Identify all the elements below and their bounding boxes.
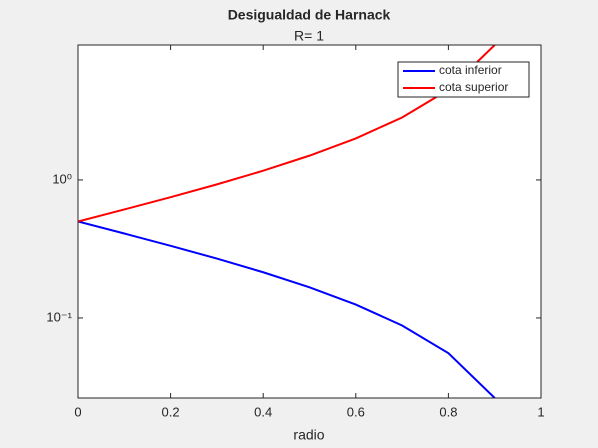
- chart-subtitle: R= 1: [294, 28, 324, 44]
- lines: [78, 45, 496, 398]
- series-line: [78, 220, 496, 398]
- x-tick-label: 0.2: [162, 404, 180, 419]
- x-tick-label: 0.6: [347, 404, 365, 419]
- chart-title: Desigualdad de Harnack: [228, 7, 391, 23]
- x-tick-label: 0.4: [254, 404, 272, 419]
- axes-box: [77, 44, 542, 399]
- y-tick-label: 10⁻¹: [46, 309, 72, 324]
- x-tick-label: 0.8: [439, 404, 457, 419]
- legend-label: cota inferior: [439, 63, 502, 77]
- x-axis-label: radio: [293, 427, 324, 443]
- axes: 0 0.2 0.4 0.6 0.8 1 10⁻¹ 10⁰: [46, 45, 545, 419]
- x-tick-label: 1: [537, 404, 544, 419]
- series-line: [78, 45, 496, 223]
- x-tick-label: 0: [74, 404, 81, 419]
- legend-box: [397, 61, 530, 98]
- legend-label: cota superior: [439, 80, 508, 94]
- plot-area: [78, 45, 541, 398]
- y-tick-label: 10⁰: [52, 171, 72, 186]
- legend: cota inferior cota superior: [397, 61, 530, 98]
